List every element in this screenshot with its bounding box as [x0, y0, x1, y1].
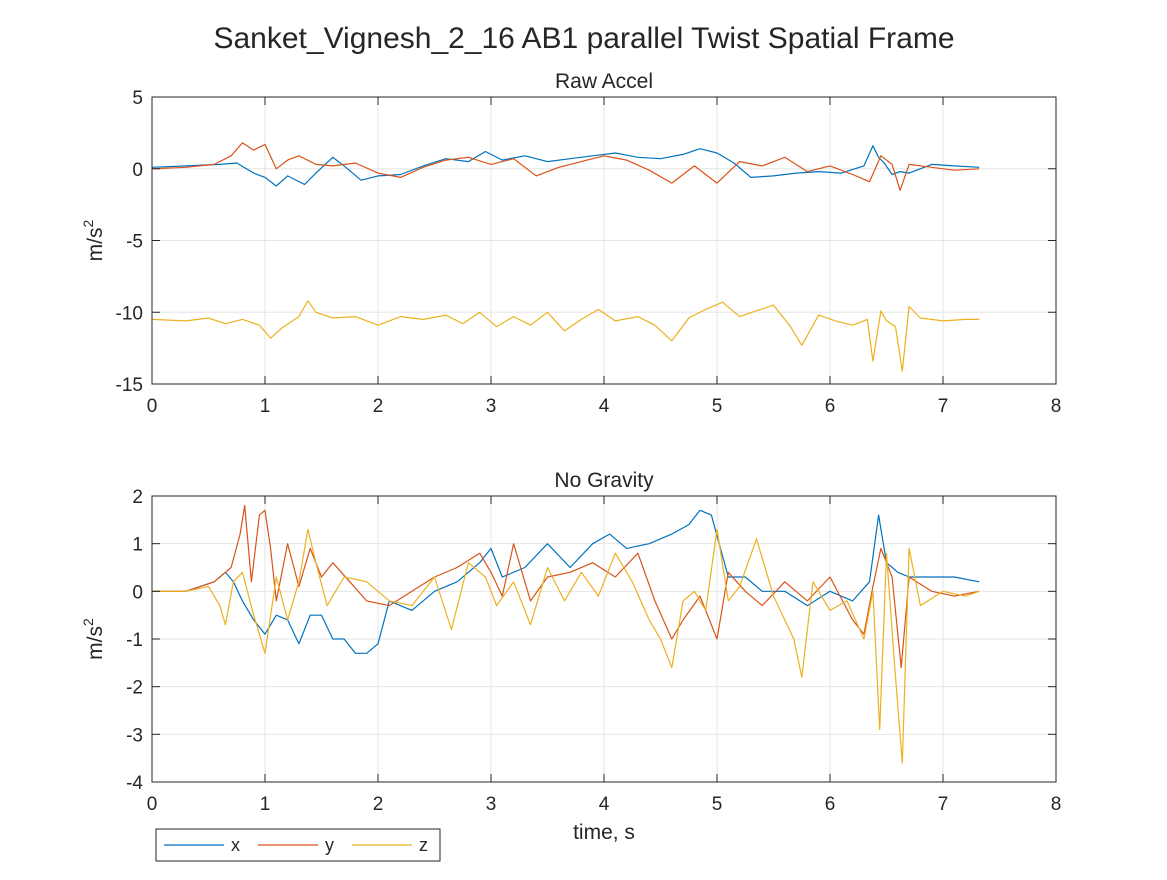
series-line-x	[152, 509, 980, 654]
y-tick-label: 2	[132, 487, 143, 508]
y-tick-label: 1	[132, 535, 143, 556]
y-tick-label: -2	[126, 678, 143, 699]
x-tick-label: 2	[373, 794, 384, 815]
x-axis-label: time, s	[573, 821, 635, 844]
x-tick-label: 0	[147, 794, 158, 815]
legend-label-y: y	[325, 835, 334, 855]
x-tick-label: 1	[260, 794, 271, 815]
y-tick-label: 5	[132, 88, 143, 109]
series-line-y	[152, 504, 980, 669]
subplot-raw-accel: 0 1 2 3 4 5 6 7 8 -15 -10 -5 0 5 Raw Accel m/s2	[80, 70, 1061, 417]
series-line-x	[151, 145, 980, 187]
subplot-title: Raw Accel	[555, 70, 653, 93]
x-tick-label: 5	[712, 396, 723, 417]
x-tick-label: 4	[599, 396, 610, 417]
x-tick-label: 3	[486, 396, 497, 417]
legend: x y z	[155, 828, 441, 862]
x-tick-label: 5	[712, 794, 723, 815]
x-tick-label: 4	[599, 794, 610, 815]
x-tick-label: 8	[1051, 794, 1062, 815]
x-tick-label: 3	[486, 794, 497, 815]
y-axis-label-superscript: 2	[80, 618, 96, 626]
x-tick-label: 8	[1051, 396, 1062, 417]
x-tick-label: 6	[825, 396, 836, 417]
y-tick-label: 0	[132, 160, 143, 181]
y-tick-label: -4	[126, 773, 143, 794]
y-axis-label: m/s2	[80, 618, 107, 660]
y-tick-label: 0	[132, 582, 143, 603]
x-tick-label: 7	[938, 396, 949, 417]
x-tick-label: 7	[938, 794, 949, 815]
x-tick-label: 2	[373, 396, 384, 417]
y-axis-label-superscript: 2	[80, 219, 96, 227]
x-tick-label: 6	[825, 794, 836, 815]
y-tick-label: -1	[126, 630, 143, 651]
figure-title: Sanket_Vignesh_2_16 AB1 parallel Twist S…	[213, 22, 954, 55]
series-line-z	[151, 300, 980, 372]
subplot-no-gravity: 0 1 2 3 4 5 6 7 8 -4 -3 -2 -1 0 1 2 No Gravity m/s2 time, …	[80, 469, 1061, 844]
y-tick-label: -10	[116, 303, 143, 324]
y-tick-label: -3	[126, 725, 143, 746]
y-tick-label: -15	[116, 375, 143, 396]
legend-label-z: z	[419, 835, 428, 855]
subplot-title: No Gravity	[554, 469, 654, 492]
y-tick-label: -5	[126, 232, 143, 253]
series-line-z	[152, 528, 980, 764]
x-tick-label: 0	[147, 396, 158, 417]
x-tick-label: 1	[260, 396, 271, 417]
y-axis-label: m/s2	[80, 219, 107, 261]
legend-label-x: x	[231, 835, 240, 855]
series-line-y	[151, 142, 980, 191]
